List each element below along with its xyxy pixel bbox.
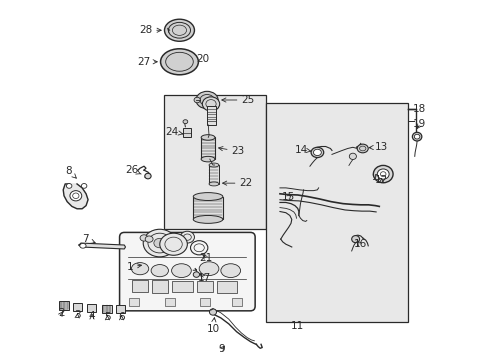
Bar [193,197,223,219]
Bar [197,281,213,292]
Ellipse shape [310,147,323,158]
Text: 5: 5 [104,312,110,322]
Bar [208,165,219,184]
Text: 7: 7 [82,234,95,244]
Ellipse shape [193,272,199,277]
Ellipse shape [154,238,165,248]
Ellipse shape [351,235,359,243]
Bar [163,95,265,229]
Ellipse shape [193,193,223,201]
Ellipse shape [144,173,151,179]
Ellipse shape [194,97,200,103]
Text: 19: 19 [412,120,426,130]
Ellipse shape [143,229,176,257]
Text: 3: 3 [74,310,81,320]
Ellipse shape [208,182,219,186]
Bar [201,138,215,159]
Text: 21: 21 [199,253,212,264]
Text: 12: 12 [374,175,387,185]
Text: 4: 4 [88,311,95,321]
Text: 10: 10 [206,318,219,334]
Text: 22: 22 [222,178,252,188]
Bar [129,298,139,306]
Polygon shape [63,184,88,209]
Ellipse shape [208,163,219,167]
Bar [183,128,190,137]
Ellipse shape [196,91,218,109]
Ellipse shape [377,169,388,179]
Ellipse shape [131,262,148,275]
Text: 15: 15 [282,192,295,202]
Bar [116,305,125,313]
Ellipse shape [209,309,216,315]
Text: 11: 11 [290,321,304,331]
Text: 6: 6 [118,312,124,322]
Ellipse shape [70,191,81,201]
Ellipse shape [140,235,148,241]
Ellipse shape [180,231,194,243]
Bar [231,298,241,306]
Bar [132,280,148,292]
Ellipse shape [202,97,219,111]
Text: 8: 8 [65,166,76,178]
Text: 9: 9 [218,344,225,354]
Text: 26: 26 [125,165,141,175]
Ellipse shape [151,265,168,277]
Ellipse shape [66,184,72,188]
Bar [265,103,407,322]
Ellipse shape [183,120,187,123]
Bar [59,301,69,310]
Text: 20: 20 [196,54,209,64]
Text: 23: 23 [218,146,244,156]
Text: 18: 18 [412,104,426,114]
Ellipse shape [221,264,240,278]
Ellipse shape [313,149,321,156]
Ellipse shape [199,262,219,275]
Text: 14: 14 [294,145,310,155]
Text: 2: 2 [59,308,65,318]
Bar [206,106,215,125]
Ellipse shape [160,49,198,75]
Ellipse shape [413,134,419,139]
Text: 24: 24 [164,126,183,136]
Ellipse shape [348,153,356,159]
Bar [164,298,174,306]
Ellipse shape [201,156,215,162]
Ellipse shape [81,184,87,188]
Ellipse shape [145,236,153,242]
Ellipse shape [373,165,392,183]
Ellipse shape [193,216,223,223]
Bar [200,298,210,306]
Text: 25: 25 [222,95,254,105]
Text: 13: 13 [368,142,387,152]
Ellipse shape [80,243,86,248]
Text: 28: 28 [139,25,161,35]
Ellipse shape [201,135,215,140]
Bar [87,304,95,312]
Ellipse shape [411,132,421,141]
Ellipse shape [171,264,191,278]
Text: 27: 27 [137,57,157,67]
Bar [374,175,379,179]
Polygon shape [79,243,125,249]
Bar [217,281,236,293]
Bar [73,303,81,311]
Ellipse shape [356,144,367,153]
Bar [171,281,193,292]
Bar [152,280,167,293]
Text: 1: 1 [127,262,141,272]
Ellipse shape [160,233,187,255]
Text: 16: 16 [353,239,366,249]
Bar [102,305,111,313]
FancyBboxPatch shape [120,233,255,311]
Text: 17: 17 [197,273,210,283]
Ellipse shape [164,19,194,41]
